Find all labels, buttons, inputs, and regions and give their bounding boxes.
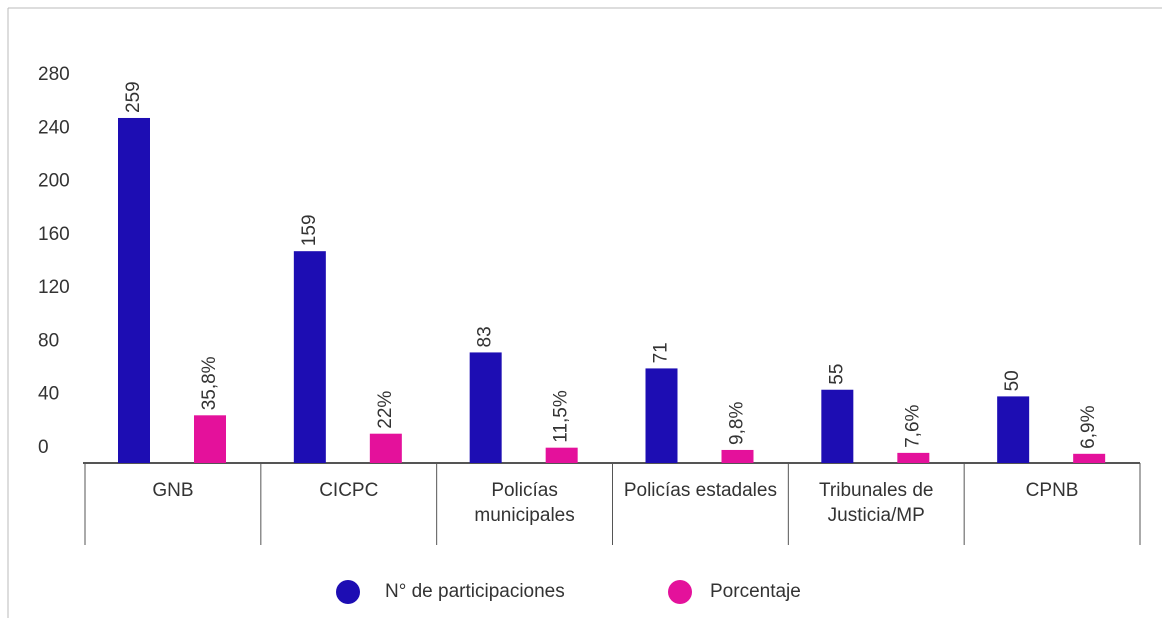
bar	[369, 433, 402, 463]
bar	[1073, 453, 1106, 463]
data-label: 259	[123, 81, 144, 113]
y-tick-label: 200	[38, 171, 70, 192]
bar	[897, 452, 930, 463]
data-label: 55	[826, 364, 847, 385]
legend-swatch	[336, 580, 360, 604]
bar	[118, 117, 150, 463]
y-tick-label: 0	[38, 437, 49, 458]
data-label: 35,8%	[199, 356, 220, 410]
x-tick-label: CPNB	[1025, 480, 1079, 501]
x-tick-label: CICPC	[319, 480, 379, 501]
bar	[469, 352, 502, 463]
data-label: 22%	[375, 391, 396, 429]
y-tick-label: 280	[38, 64, 70, 85]
bar	[645, 368, 678, 463]
y-tick-label: 160	[38, 224, 70, 245]
bar	[997, 396, 1030, 463]
x-tick-label: GNB	[152, 480, 194, 501]
legend-label: Porcentaje	[710, 581, 801, 602]
x-tick-label: Tribunales de Justicia/MP	[819, 480, 934, 526]
x-tick-label: Policías estadales	[623, 480, 777, 501]
bar	[821, 389, 854, 463]
y-tick-label: 80	[38, 330, 59, 351]
data-label: 6,9%	[1078, 405, 1099, 448]
data-label: 7,6%	[902, 404, 923, 447]
legend-swatch	[668, 580, 692, 604]
y-tick-label: 240	[38, 117, 70, 138]
y-tick-label: 120	[38, 277, 70, 298]
legend-label: N° de participaciones	[385, 581, 565, 602]
data-label: 71	[651, 342, 672, 363]
bar	[194, 415, 226, 463]
data-label: 83	[475, 326, 496, 347]
y-tick-label: 40	[38, 384, 59, 405]
data-label: 11,5%	[551, 390, 572, 443]
data-label: 159	[299, 214, 320, 246]
bar	[545, 447, 578, 463]
x-tick-label: Policías municipales	[474, 480, 575, 526]
bar	[293, 251, 326, 463]
bar	[721, 449, 754, 463]
data-label: 9,8%	[727, 402, 748, 445]
data-label: 50	[1002, 370, 1023, 391]
